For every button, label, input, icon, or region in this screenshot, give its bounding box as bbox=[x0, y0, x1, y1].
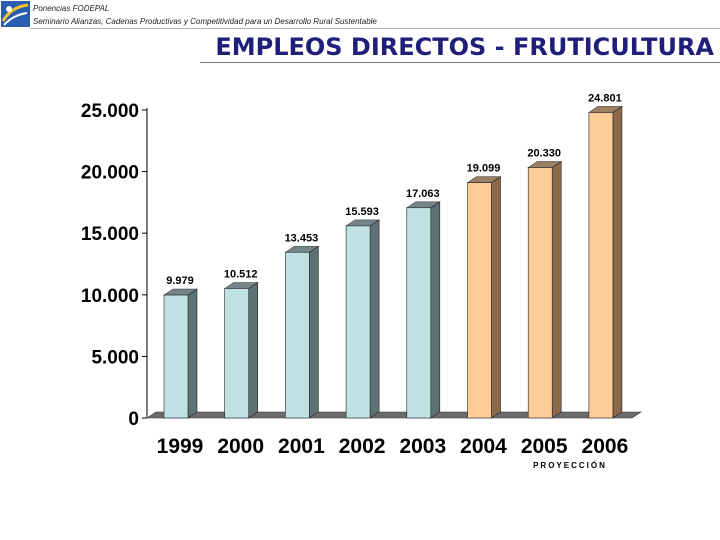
bar bbox=[527, 167, 553, 419]
x-tick-label: 2002 bbox=[339, 435, 386, 458]
header-divider bbox=[30, 28, 720, 29]
data-label: 20.330 bbox=[527, 148, 561, 160]
bar-side bbox=[551, 160, 562, 419]
data-label: 10.512 bbox=[224, 268, 258, 280]
x-tick-label: 2006 bbox=[582, 435, 629, 458]
data-label: 9.979 bbox=[166, 275, 194, 287]
bar bbox=[224, 288, 249, 419]
bar-side bbox=[430, 201, 441, 419]
y-tick-label: 15.000 bbox=[81, 224, 139, 245]
header-line-1: Ponencias FODEPAL bbox=[33, 4, 110, 13]
y-tick-label: 0 bbox=[128, 409, 139, 430]
bar-side bbox=[187, 288, 198, 419]
fodepal-logo bbox=[1, 1, 30, 27]
data-label: 19.099 bbox=[467, 163, 501, 175]
data-label: 17.063 bbox=[406, 188, 440, 200]
bar bbox=[163, 294, 189, 419]
bar bbox=[588, 112, 614, 419]
x-tick-label: 2003 bbox=[399, 435, 446, 458]
y-tick-label: 10.000 bbox=[81, 286, 139, 307]
bar-side bbox=[309, 245, 319, 419]
y-tick-label: 20.000 bbox=[81, 163, 139, 184]
x-tick-label: 2001 bbox=[278, 435, 325, 458]
bar bbox=[345, 225, 371, 419]
bar-side bbox=[491, 176, 501, 419]
bar-side bbox=[612, 105, 623, 419]
projection-annotation: PROYECCIÓN bbox=[533, 461, 607, 470]
bar-side bbox=[369, 219, 380, 419]
data-label: 24.801 bbox=[588, 92, 622, 104]
x-tick-label: 1999 bbox=[157, 435, 204, 458]
y-tick-label: 25.000 bbox=[81, 101, 139, 122]
bar bbox=[467, 182, 492, 419]
data-label: 15.593 bbox=[345, 206, 379, 218]
x-tick-label: 2000 bbox=[217, 435, 264, 458]
bar-side bbox=[248, 281, 259, 419]
title-divider bbox=[200, 62, 720, 63]
y-tick-label: 5.000 bbox=[91, 347, 139, 368]
x-tick-label: 2005 bbox=[521, 435, 568, 458]
chart-floor bbox=[146, 411, 642, 419]
header-line-2: Seminario Alianzas, Cadenas Productivas … bbox=[33, 17, 377, 26]
bar bbox=[406, 207, 432, 419]
bar bbox=[285, 251, 310, 419]
page-title: EMPLEOS DIRECTOS - FRUTICULTURA bbox=[215, 33, 714, 61]
x-tick-label: 2004 bbox=[460, 435, 507, 458]
data-label: 13.453 bbox=[285, 232, 319, 244]
